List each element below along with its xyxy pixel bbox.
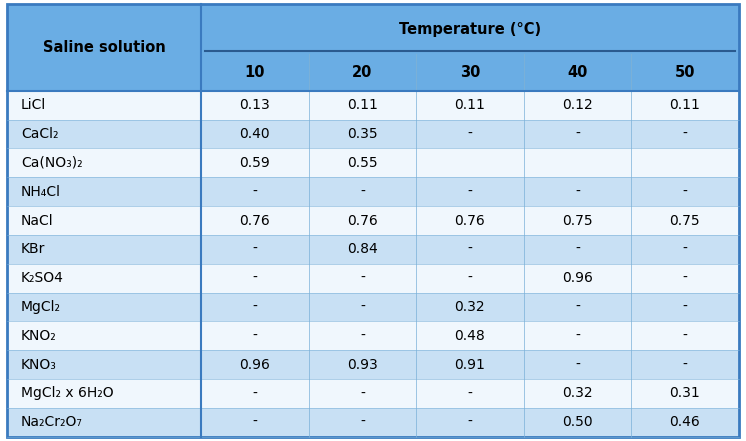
Text: 0.76: 0.76 [454,213,485,228]
Text: KNO₃: KNO₃ [21,358,57,372]
Text: -: - [575,329,580,343]
Bar [7,408,739,437]
Text: 0.40: 0.40 [239,127,270,141]
Bar [524,54,631,91]
Text: 0.32: 0.32 [562,386,592,400]
Text: NaCl: NaCl [21,213,54,228]
Text: -: - [252,329,257,343]
Text: -: - [575,242,580,256]
Text: -: - [683,358,687,372]
Text: 0.12: 0.12 [562,98,593,112]
Text: MgCl₂ x 6H₂O: MgCl₂ x 6H₂O [21,386,113,400]
Text: LiCl: LiCl [21,98,46,112]
Text: -: - [252,300,257,314]
Text: 0.76: 0.76 [347,213,377,228]
Text: 20: 20 [352,65,372,80]
Bar [7,149,739,177]
Text: Temperature (°C): Temperature (°C) [399,22,541,37]
Text: 0.59: 0.59 [239,156,270,170]
Bar [309,54,416,91]
Bar [7,350,739,379]
Text: CaCl₂: CaCl₂ [21,127,58,141]
Text: 0.76: 0.76 [239,213,270,228]
Text: -: - [468,386,472,400]
Text: 0.11: 0.11 [347,98,377,112]
Text: 30: 30 [460,65,480,80]
Text: -: - [468,185,472,199]
Bar [631,54,739,91]
Text: Na₂Cr₂O₇: Na₂Cr₂O₇ [21,415,83,429]
Text: 0.31: 0.31 [669,386,700,400]
Bar [7,235,739,264]
Text: 0.50: 0.50 [562,415,592,429]
Bar [7,321,739,350]
Bar [7,91,739,120]
Bar [7,177,739,206]
Text: KNO₂: KNO₂ [21,329,57,343]
Text: -: - [683,185,687,199]
Text: -: - [468,415,472,429]
Text: -: - [468,127,472,141]
Bar [201,4,739,54]
Bar [7,120,739,149]
Text: 0.96: 0.96 [239,358,270,372]
Text: -: - [360,386,365,400]
Text: -: - [360,329,365,343]
Text: Saline solution: Saline solution [43,40,166,55]
Text: -: - [683,300,687,314]
Text: MgCl₂: MgCl₂ [21,300,61,314]
Bar [416,54,524,91]
Text: 0.46: 0.46 [669,415,700,429]
Text: 0.48: 0.48 [454,329,485,343]
Bar [7,4,201,91]
Text: -: - [252,242,257,256]
Text: Ca(NO₃)₂: Ca(NO₃)₂ [21,156,83,170]
Text: -: - [252,415,257,429]
Text: 0.55: 0.55 [347,156,377,170]
Text: 10: 10 [245,65,265,80]
Text: -: - [468,242,472,256]
Text: NH₄Cl: NH₄Cl [21,185,61,199]
Text: 0.93: 0.93 [347,358,377,372]
Text: 0.96: 0.96 [562,271,593,285]
Text: 0.13: 0.13 [239,98,270,112]
Text: -: - [683,242,687,256]
Text: 0.32: 0.32 [454,300,485,314]
Text: -: - [468,271,472,285]
Text: -: - [575,300,580,314]
Text: 50: 50 [674,65,695,80]
Text: -: - [683,271,687,285]
Text: 0.91: 0.91 [454,358,486,372]
Text: -: - [575,358,580,372]
Text: -: - [575,127,580,141]
Text: -: - [360,185,365,199]
Text: -: - [683,329,687,343]
Bar [7,379,739,408]
Text: -: - [683,127,687,141]
Text: KBr: KBr [21,242,46,256]
Text: 0.84: 0.84 [347,242,377,256]
Text: -: - [252,386,257,400]
Text: -: - [252,271,257,285]
Bar [7,292,739,321]
Text: 0.75: 0.75 [562,213,592,228]
Text: 40: 40 [567,65,588,80]
Text: -: - [575,185,580,199]
Bar [7,206,739,235]
Text: 0.11: 0.11 [454,98,486,112]
Text: -: - [360,300,365,314]
Bar [201,54,309,91]
Text: -: - [360,415,365,429]
Text: 0.35: 0.35 [347,127,377,141]
Text: 0.11: 0.11 [669,98,700,112]
Bar [7,264,739,292]
Text: -: - [360,271,365,285]
Text: -: - [252,185,257,199]
Text: 0.75: 0.75 [669,213,700,228]
Text: K₂SO4: K₂SO4 [21,271,63,285]
